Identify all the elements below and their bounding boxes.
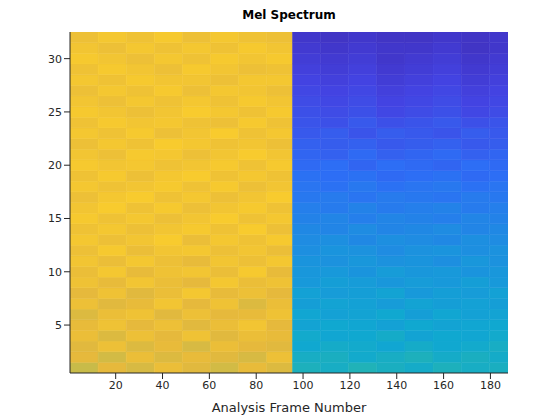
svg-text:10: 10: [48, 266, 62, 279]
html-text:Mel Spectrum: Mel Spectrum: [242, 8, 336, 22]
svg-text:Analysis Frame Number: Analysis Frame Number: [212, 400, 367, 415]
svg-text:60: 60: [202, 379, 216, 392]
svg-text:15: 15: [48, 212, 62, 225]
svg-text:180: 180: [480, 379, 501, 392]
svg-text:80: 80: [249, 379, 263, 392]
svg-text:20: 20: [48, 159, 62, 172]
svg-text:30: 30: [48, 53, 62, 66]
svg-text:120: 120: [339, 379, 360, 392]
svg-text:20: 20: [109, 379, 123, 392]
svg-text:160: 160: [433, 379, 454, 392]
svg-text:40: 40: [156, 379, 170, 392]
svg-text:5: 5: [55, 319, 62, 332]
svg-text:100: 100: [293, 379, 314, 392]
svg-text:140: 140: [386, 379, 407, 392]
svg-text:25: 25: [48, 106, 62, 119]
